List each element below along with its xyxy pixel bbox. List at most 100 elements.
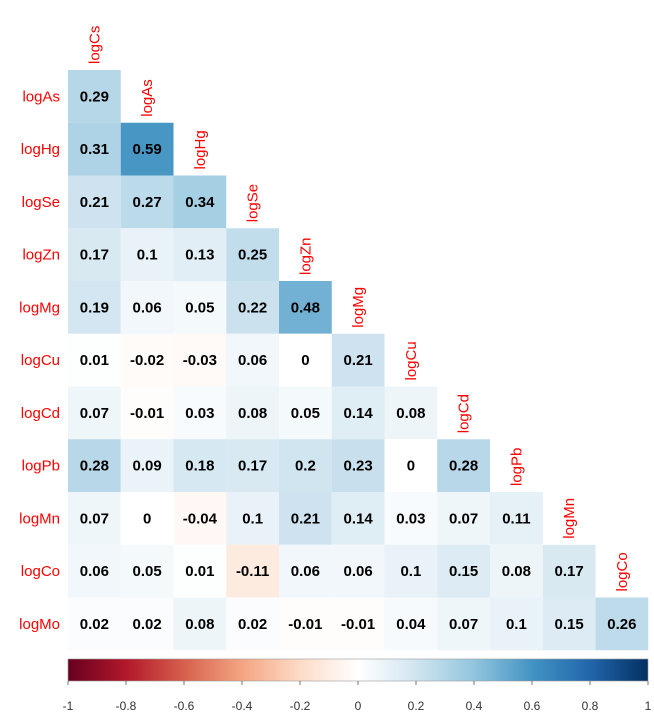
- heatmap-cell: [173, 333, 227, 387]
- heatmap-cell: [226, 544, 279, 598]
- heatmap-cell: [542, 544, 596, 598]
- heatmap-cell: [437, 439, 490, 492]
- heatmap-cell: [68, 492, 121, 545]
- heatmap-cell: [173, 597, 227, 651]
- cell-value-label: 0.1: [242, 510, 263, 527]
- cell-value-label: 0.02: [80, 616, 109, 633]
- heatmap-cell: [120, 281, 174, 334]
- heatmap-cell: [490, 544, 543, 598]
- cell-value-label: 0.07: [449, 510, 478, 527]
- cell-value-label: 0.1: [506, 616, 527, 633]
- heatmap-cell: [226, 281, 279, 334]
- cell-value-label: 0.08: [502, 563, 531, 580]
- heatmap-cell: [331, 544, 385, 598]
- heatmap-cell: [331, 386, 385, 440]
- heatmap-cell: [226, 386, 279, 440]
- cell-value-label: 0.1: [400, 563, 421, 580]
- heatmap-cell: [68, 333, 121, 387]
- heatmap-cell: [226, 333, 279, 387]
- cell-value-label: 0.21: [291, 510, 320, 527]
- heatmap-cell: [173, 386, 227, 440]
- row-label: logCd: [21, 405, 60, 422]
- heatmap-cell: [120, 333, 174, 387]
- heatmap-cell: [120, 122, 174, 176]
- heatmap-cell: [384, 544, 438, 598]
- heatmap-cell: [437, 597, 490, 651]
- column-label: logSe: [245, 184, 262, 222]
- heatmap-cell: [68, 597, 121, 651]
- colorbar-tick-label: 0.6: [524, 699, 541, 713]
- row-label: logMn: [19, 510, 60, 527]
- colorbar-tick-label: 1: [645, 699, 652, 713]
- cell-value-label: 0.05: [133, 563, 162, 580]
- colorbar-tick-label: -0.6: [174, 699, 195, 713]
- heatmap-cell: [173, 439, 227, 492]
- heatmap-cell: [437, 492, 490, 545]
- cell-value-label: 0.02: [238, 616, 267, 633]
- cell-value-label: 0.17: [80, 247, 109, 264]
- heatmap-cell: [279, 386, 332, 440]
- cell-value-label: 0.07: [449, 616, 478, 633]
- heatmap-cell: [120, 439, 174, 492]
- row-label: logZn: [22, 247, 60, 264]
- heatmap-cell: [68, 122, 121, 176]
- cell-value-label: 0.1: [137, 247, 158, 264]
- cell-value-label: 0.03: [185, 405, 214, 422]
- column-label: logZn: [297, 237, 314, 275]
- heatmap-cell: [226, 492, 279, 545]
- heatmap-cell: [331, 333, 385, 387]
- cell-value-label: 0.25: [238, 247, 267, 264]
- row-label: logMg: [19, 299, 60, 316]
- heatmap-cell: [490, 492, 543, 545]
- cell-value-label: 0.59: [133, 141, 162, 158]
- heatmap-cell: [173, 281, 227, 334]
- heatmap-cell: [279, 544, 332, 598]
- cell-value-label: 0.31: [80, 141, 109, 158]
- heatmap-cell: [279, 333, 332, 387]
- row-label: logCo: [21, 563, 60, 580]
- heatmap-cell: [120, 544, 174, 598]
- cell-value-label: -0.03: [183, 352, 217, 369]
- colorbar-tick-label: -0.2: [290, 699, 311, 713]
- cell-value-label: 0.18: [185, 458, 214, 475]
- heatmap-cell: [384, 439, 438, 492]
- column-label: logMn: [561, 498, 578, 539]
- row-label: logPb: [22, 458, 60, 475]
- cell-value-label: 0.2: [295, 458, 316, 475]
- row-label: logMo: [19, 616, 60, 633]
- colorbar-tick-label: 0.4: [466, 699, 483, 713]
- cell-value-label: 0.06: [133, 299, 162, 316]
- heatmap-cell: [68, 544, 121, 598]
- heatmap-cell: [68, 70, 121, 123]
- cell-value-label: 0.06: [238, 352, 267, 369]
- heatmap-cell: [490, 597, 543, 651]
- cell-value-label: 0.17: [555, 563, 584, 580]
- column-label: logMg: [350, 287, 367, 328]
- heatmap-cell: [226, 439, 279, 492]
- heatmap-cell: [68, 175, 121, 229]
- cell-value-label: 0.34: [185, 194, 215, 211]
- cell-value-label: 0.05: [185, 299, 214, 316]
- cell-value-label: 0.14: [344, 405, 374, 422]
- row-label: logCu: [21, 352, 60, 369]
- column-label: logCo: [614, 552, 631, 591]
- row-label: logHg: [21, 141, 60, 158]
- heatmap-cell: [279, 492, 332, 545]
- heatmap-cell: [226, 228, 279, 281]
- heatmap-cell: [226, 597, 279, 651]
- heatmap-cell: [331, 597, 385, 651]
- cell-value-label: 0.09: [133, 458, 162, 475]
- cell-value-label: 0.01: [185, 563, 214, 580]
- column-label: logPb: [508, 448, 525, 486]
- cell-value-label: -0.01: [341, 616, 375, 633]
- colorbar-tick-label: 0.2: [408, 699, 425, 713]
- column-label: logAs: [139, 79, 156, 117]
- cell-value-label: -0.01: [130, 405, 164, 422]
- column-labels: logCs logAs logHg logSe logZn logMg logCu logCd…: [86, 26, 631, 592]
- cell-value-label: 0.15: [555, 616, 584, 633]
- heatmap-cell: [68, 281, 121, 334]
- cell-value-label: 0.08: [185, 616, 214, 633]
- colorbar-tick-label: -0.8: [116, 699, 137, 713]
- heatmap-cell: [384, 597, 438, 651]
